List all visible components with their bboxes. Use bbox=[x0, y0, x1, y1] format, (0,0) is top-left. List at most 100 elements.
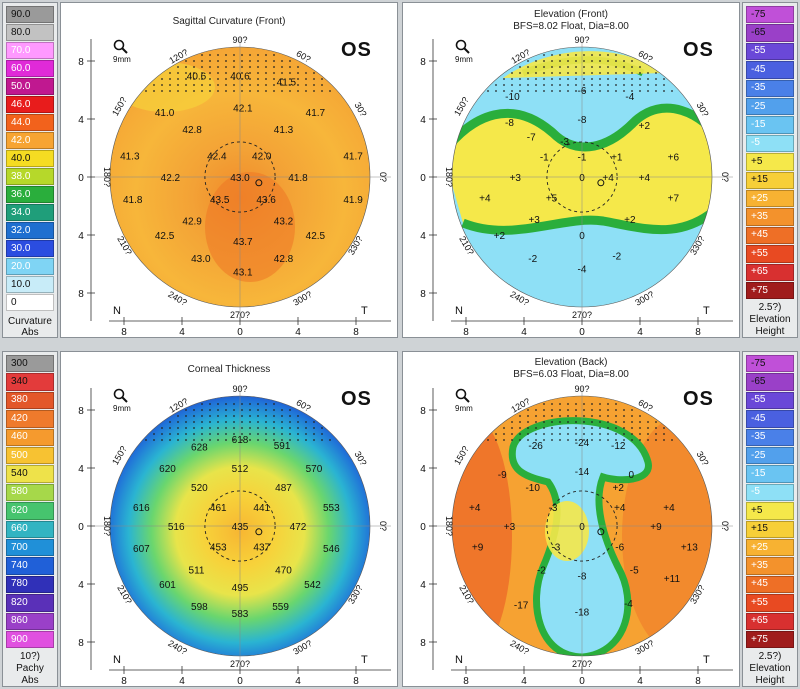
scale-cell: 20.0 bbox=[6, 258, 54, 275]
lid-dot bbox=[599, 54, 601, 56]
lid-dot bbox=[305, 78, 307, 80]
x-tick-label: 8 bbox=[353, 327, 359, 338]
lid-dot bbox=[591, 421, 593, 423]
lid-dot bbox=[233, 421, 235, 423]
lid-dot bbox=[281, 427, 283, 429]
scale-cell: 900 bbox=[6, 631, 54, 649]
map-value: 461 bbox=[210, 503, 227, 514]
lid-dot bbox=[177, 439, 179, 441]
lid-dot bbox=[535, 433, 537, 435]
lid-dot bbox=[591, 60, 593, 62]
lid-dot bbox=[297, 415, 299, 417]
lid-dot bbox=[519, 72, 521, 74]
map-value: 43.0 bbox=[191, 254, 211, 265]
lid-dot bbox=[567, 54, 569, 56]
scale-cell: 30.0 bbox=[6, 240, 54, 257]
map-value: 43.5 bbox=[210, 195, 230, 206]
y-tick-label: 4 bbox=[78, 580, 84, 591]
scale-cell: 580 bbox=[6, 483, 54, 502]
lid-dot bbox=[233, 439, 235, 441]
scale-cell: 860 bbox=[6, 612, 54, 630]
lid-dot bbox=[185, 84, 187, 86]
map-value: -10 bbox=[505, 92, 520, 103]
sagittal-curvature-panel[interactable]: Sagittal Curvature (Front) OS 9mm N T 8 4… bbox=[60, 2, 398, 338]
scale-cell: 620 bbox=[6, 502, 54, 520]
lid-dot bbox=[201, 78, 203, 80]
lid-dot bbox=[567, 72, 569, 74]
map-value: -3 bbox=[549, 503, 558, 514]
zoom-magnifier[interactable]: 9mm bbox=[113, 39, 135, 67]
lid-dot bbox=[297, 421, 299, 423]
lid-dot bbox=[233, 54, 235, 56]
lid-dot bbox=[487, 439, 489, 441]
lid-dot bbox=[289, 84, 291, 86]
lid-dot bbox=[281, 66, 283, 68]
lid-dot bbox=[209, 427, 211, 429]
y-tick-label: 8 bbox=[420, 638, 426, 649]
map-value: 495 bbox=[232, 583, 249, 594]
lid-dot bbox=[217, 415, 219, 417]
map-value: 42.5 bbox=[155, 231, 175, 242]
lid-dot bbox=[607, 84, 609, 86]
lid-dot bbox=[249, 433, 251, 435]
zoom-label: 9mm bbox=[113, 404, 131, 413]
lid-dot bbox=[671, 439, 673, 441]
lid-dot bbox=[511, 84, 513, 86]
lid-dot bbox=[289, 427, 291, 429]
map-value: +4 bbox=[479, 193, 491, 204]
lid-dot bbox=[217, 72, 219, 74]
lid-dot bbox=[615, 90, 617, 92]
map-value: 40.6 bbox=[187, 72, 207, 83]
elevation-back-panel[interactable]: Elevation (Back) BFS=6.03 Float, Dia=8.0… bbox=[402, 351, 740, 687]
scale-foot-label: Abs bbox=[21, 327, 39, 338]
map-value: 546 bbox=[323, 544, 340, 555]
lid-dot bbox=[599, 60, 601, 62]
lid-dot bbox=[177, 78, 179, 80]
zoom-magnifier[interactable]: 9mm bbox=[113, 388, 135, 416]
lid-dot bbox=[551, 409, 553, 411]
map-value: -8 bbox=[578, 115, 587, 126]
map-value: +6 bbox=[668, 153, 680, 164]
lid-dot bbox=[543, 415, 545, 417]
lid-dot bbox=[209, 78, 211, 80]
lid-dot bbox=[543, 78, 545, 80]
lid-dot bbox=[289, 72, 291, 74]
zoom-magnifier[interactable]: 9mm bbox=[455, 388, 477, 416]
lid-dot bbox=[535, 84, 537, 86]
lid-dot bbox=[249, 72, 251, 74]
lid-dot bbox=[265, 427, 267, 429]
y-tick-label: 8 bbox=[78, 289, 84, 300]
map-value: 0 bbox=[629, 470, 635, 481]
lid-dot bbox=[639, 433, 641, 435]
zoom-magnifier[interactable]: 9mm bbox=[455, 39, 477, 67]
lid-dot bbox=[623, 84, 625, 86]
lid-dot bbox=[647, 84, 649, 86]
pupil-zone bbox=[546, 141, 618, 213]
lid-dot bbox=[289, 60, 291, 62]
lid-dot bbox=[631, 433, 633, 435]
lid-dot bbox=[177, 415, 179, 417]
nasal-label: N bbox=[113, 654, 121, 666]
scale-cell: 90.0 bbox=[6, 6, 54, 23]
lid-dot bbox=[575, 78, 577, 80]
lid-dot bbox=[201, 66, 203, 68]
lid-dot bbox=[591, 439, 593, 441]
scale-cell: +45 bbox=[746, 226, 794, 245]
lid-dot bbox=[663, 84, 665, 86]
lid-dot bbox=[273, 409, 275, 411]
map-value: -1 bbox=[578, 153, 587, 164]
lid-dot bbox=[297, 78, 299, 80]
lid-dot bbox=[583, 72, 585, 74]
temporal-label: T bbox=[361, 654, 368, 666]
lid-dot bbox=[623, 433, 625, 435]
corneal-thickness-panel[interactable]: Corneal Thickness OS 9mm N T 8 4 0 4 8 8 4 0 4 8 9… bbox=[60, 351, 398, 687]
map-value: 487 bbox=[275, 483, 292, 494]
scale-foot-label: Pachy bbox=[16, 663, 44, 674]
lid-dot bbox=[519, 84, 521, 86]
lid-dot bbox=[535, 66, 537, 68]
elevation-front-panel[interactable]: Elevation (Front) BFS=8.02 Float, Dia=8.… bbox=[402, 2, 740, 338]
scale-cell: -35 bbox=[746, 428, 794, 446]
lid-dot bbox=[161, 439, 163, 441]
lid-dot bbox=[177, 90, 179, 92]
lid-dot bbox=[233, 60, 235, 62]
